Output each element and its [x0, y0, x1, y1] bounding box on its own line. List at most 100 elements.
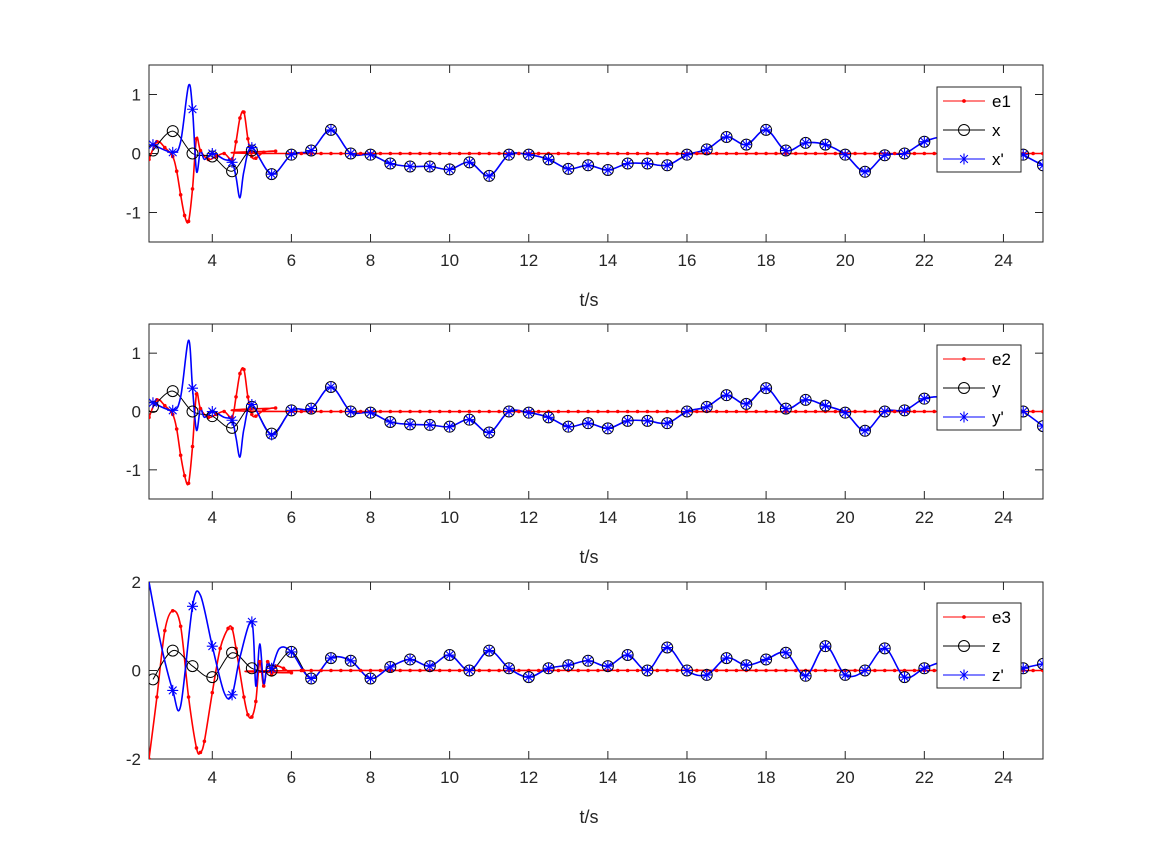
- legend-entry-x: x: [943, 121, 1001, 140]
- data-point: [641, 158, 653, 170]
- x-tick-label: 14: [598, 251, 617, 270]
- data-point: [586, 668, 590, 673]
- data-point: [345, 148, 357, 159]
- data-point: [556, 409, 561, 414]
- subplot-3: 4 6 8 10 12 14 16 18 20 22 24 -2 0 2 t/s e3 z z': [126, 573, 1044, 827]
- data-point: [622, 158, 634, 170]
- legend-entry-z: z: [943, 637, 1001, 656]
- data-point: [261, 684, 266, 688]
- data-point: [339, 151, 343, 156]
- data-point: [358, 668, 363, 673]
- data-point: [408, 409, 412, 414]
- data-point: [823, 668, 828, 673]
- legend-label: x: [992, 121, 1001, 140]
- legend-entry-e1: e1: [943, 92, 1011, 111]
- data-point: [497, 668, 501, 673]
- data-point: [285, 149, 297, 161]
- data-point: [879, 149, 891, 161]
- data-point: [186, 219, 191, 224]
- data-point: [182, 213, 187, 218]
- data-point: [309, 668, 313, 673]
- data-point: [833, 409, 838, 414]
- subplot-1: 4 6 8 10 12 14 16 18 20 22 24 -1 0 1 t/s e1 x x': [126, 64, 1044, 310]
- plot-area: [149, 83, 1043, 224]
- x-tick-label: 8: [366, 251, 375, 270]
- data-point: [912, 409, 917, 414]
- data-point: [149, 415, 151, 420]
- x-tick-label: 18: [757, 508, 776, 527]
- data-point: [477, 409, 482, 414]
- data-point: [477, 151, 482, 156]
- data-point: [178, 193, 183, 197]
- data-point: [695, 151, 699, 156]
- data-point: [246, 395, 250, 399]
- series-line-e1: [149, 110, 1043, 224]
- data-point: [566, 151, 571, 156]
- data-point: [566, 409, 571, 414]
- data-point: [339, 409, 343, 414]
- data-point: [483, 427, 495, 438]
- data-point: [1041, 409, 1043, 414]
- data-point: [576, 668, 580, 673]
- data-point: [576, 151, 580, 156]
- data-point: [285, 404, 297, 416]
- data-point: [582, 655, 594, 667]
- data-point: [517, 409, 521, 414]
- data-point: [734, 151, 739, 156]
- data-point: [582, 159, 594, 171]
- data-point: [206, 671, 219, 684]
- data-point: [266, 168, 278, 180]
- data-point: [645, 409, 650, 414]
- data-point: [222, 151, 226, 156]
- data-point: [384, 661, 396, 673]
- data-point: [602, 164, 614, 176]
- y-tick-label: 2: [132, 573, 141, 592]
- data-point: [226, 646, 239, 659]
- data-point: [754, 151, 759, 156]
- data-point: [813, 151, 818, 156]
- data-point: [695, 668, 699, 673]
- data-point: [780, 145, 792, 157]
- data-point: [348, 668, 353, 673]
- data-point: [246, 136, 250, 141]
- plot-area: [149, 582, 1043, 759]
- data-point: [187, 103, 199, 115]
- data-point: [299, 668, 304, 673]
- data-point: [210, 690, 215, 695]
- legend: e1 x x': [936, 86, 1022, 173]
- data-point: [447, 409, 452, 414]
- data-point: [246, 399, 258, 410]
- x-tick-label: 8: [366, 508, 375, 527]
- x-tick-label: 10: [440, 768, 459, 787]
- data-point: [721, 652, 733, 664]
- data-point: [803, 409, 808, 414]
- data-point: [487, 151, 491, 156]
- series-line-e2: [149, 367, 1043, 486]
- x-tick-label: 16: [678, 251, 697, 270]
- data-point: [186, 695, 191, 699]
- x-tick-label: 18: [757, 251, 776, 270]
- data-point: [404, 418, 416, 430]
- data-point: [166, 644, 179, 657]
- x-tick-label: 10: [440, 251, 459, 270]
- y-tick-label: 0: [132, 662, 141, 681]
- data-point: [562, 163, 574, 175]
- data-point: [273, 406, 278, 410]
- data-point: [793, 668, 798, 673]
- data-point: [714, 409, 719, 414]
- data-point: [863, 151, 867, 156]
- legend-marker: [962, 99, 966, 103]
- legend-entry-e3: e3: [943, 608, 1011, 627]
- data-point: [166, 385, 179, 398]
- data-point: [319, 668, 323, 673]
- legend-label: e3: [992, 608, 1011, 627]
- data-point: [149, 139, 159, 151]
- data-point: [424, 419, 436, 431]
- data-point: [675, 409, 679, 414]
- data-point: [724, 151, 729, 156]
- y-tick-label: -1: [126, 461, 141, 480]
- data-point: [744, 409, 749, 414]
- data-point: [899, 404, 911, 416]
- data-point: [447, 668, 452, 673]
- data-point: [918, 136, 930, 148]
